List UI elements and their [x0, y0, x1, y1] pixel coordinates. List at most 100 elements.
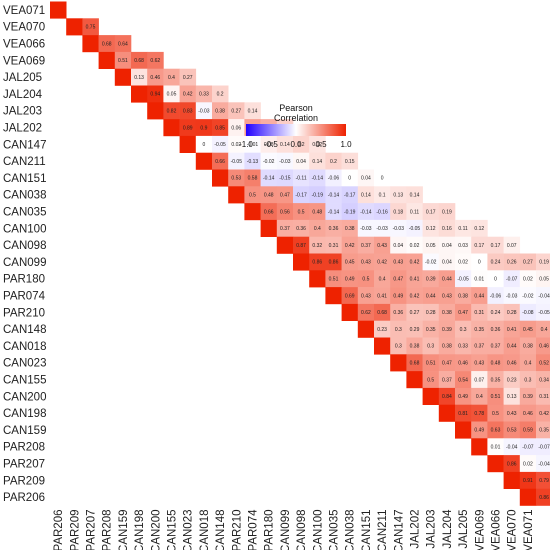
cell-value-label: 0.04: [296, 159, 306, 165]
heatmap-cell: [325, 236, 342, 254]
column-label: CAN023: [183, 510, 195, 550]
cell-value-label: 0.37: [474, 344, 484, 350]
cell-value-label: 0.38: [442, 344, 452, 350]
cell-value-label: 0.3: [524, 377, 531, 383]
heatmap-cell: [309, 253, 326, 271]
column-label: PAR074: [248, 509, 260, 550]
cell-value-label: -0.04: [506, 445, 518, 451]
cell-value-label: 0.23: [377, 327, 387, 333]
row-label: CAN099: [3, 257, 46, 269]
heatmap-cell: [212, 85, 229, 103]
column-label: VEA069: [474, 510, 486, 550]
heatmap-cell: [536, 371, 550, 389]
cell-value-label: 0.04: [393, 243, 403, 249]
cell-value-label: 0.48: [264, 193, 274, 199]
heatmap-cell: [131, 51, 148, 69]
heatmap-cell: [471, 287, 488, 305]
cell-value-label: 0.4: [379, 277, 386, 283]
heatmap-cell: [357, 169, 375, 187]
cell-value-label: 0.5: [362, 277, 369, 283]
cell-value-label: 0.66: [264, 209, 274, 215]
cell-value-label: 0.5: [249, 193, 256, 199]
cell-value-label: 0.26: [507, 260, 517, 266]
cell-value-label: 0.51: [118, 58, 128, 64]
cell-value-label: 0.41: [377, 293, 387, 299]
heatmap-cell: [260, 203, 278, 221]
heatmap-cell: [293, 219, 310, 237]
heatmap-cell: [503, 270, 521, 288]
heatmap-cell: [487, 371, 504, 389]
heatmap-cell: [455, 337, 472, 355]
heatmap-cell: [357, 270, 375, 288]
cell-value-label: 0.13: [134, 75, 144, 81]
cell-value-label: 0.23: [507, 377, 517, 383]
heatmap-cell: [228, 152, 245, 170]
cell-value-label: 0.14: [248, 109, 258, 115]
row-label: PAR210: [3, 307, 45, 319]
cell-value-label: -0.03: [376, 226, 388, 232]
cell-value-label: -0.02: [425, 260, 437, 266]
cell-value-label: -0.06: [490, 293, 502, 299]
heatmap-cell: [276, 135, 294, 153]
cell-value-label: 0.56: [280, 209, 290, 215]
legend-colorbar: [246, 124, 346, 136]
heatmap-cell: [374, 320, 391, 338]
cell-value-label: 0.68: [410, 361, 420, 367]
heatmap-cell: [406, 219, 423, 237]
row-label: CAN148: [3, 324, 46, 336]
cell-value-label: 0.48: [312, 209, 322, 215]
cell-value-label: -0.14: [312, 176, 324, 182]
heatmap-cell: [374, 203, 391, 221]
heatmap-cell: [390, 287, 407, 305]
heatmap-cell: [519, 303, 537, 321]
heatmap-cell: [195, 119, 213, 137]
heatmap-cell: [503, 303, 521, 321]
cell-value-label: 0: [478, 260, 481, 266]
heatmap-cell: [536, 404, 550, 422]
cell-value-label: 0.86: [507, 461, 517, 467]
heatmap-cell: [422, 219, 440, 237]
cell-value-label: 0.05: [426, 243, 436, 249]
diagonal-cell: [471, 438, 488, 456]
cell-value-label: 0.41: [410, 277, 420, 283]
cell-value-label: 0.42: [410, 260, 420, 266]
heatmap-cell: [503, 354, 521, 372]
row-label: CAN155: [3, 375, 46, 387]
cell-value-label: 0.38: [345, 226, 355, 232]
heatmap-cell: [406, 186, 423, 204]
cell-value-label: -0.04: [538, 293, 550, 299]
heatmap-cell: [536, 287, 550, 305]
diagonal-cell: [82, 35, 99, 53]
heatmap-cell: [309, 203, 326, 221]
diagonal-cell: [244, 203, 261, 221]
cell-value-label: 0.15: [345, 159, 355, 165]
legend-title-line2: Correlation: [274, 113, 318, 123]
heatmap-cell: [455, 404, 472, 422]
cell-value-label: -0.19: [344, 209, 356, 215]
cell-value-label: 0.54: [458, 377, 468, 383]
heatmap-cell: [357, 203, 375, 221]
cell-value-label: -0.08: [522, 310, 534, 316]
column-label: CAN018: [199, 510, 211, 550]
cell-value-label: 0.86: [539, 495, 549, 501]
cell-value-label: 0.35: [539, 428, 549, 434]
heatmap-cell: [536, 270, 550, 288]
cell-value-label: 0.46: [150, 75, 160, 81]
cell-value-label: 0.35: [426, 327, 436, 333]
heatmap-cell: [455, 303, 472, 321]
cell-value-label: 0.58: [248, 176, 258, 182]
heatmap-cell: [536, 438, 550, 456]
cell-value-label: 0.63: [491, 428, 501, 434]
heatmap-cell: [357, 253, 375, 271]
row-label: CAN159: [3, 425, 46, 437]
diagonal-cell: [179, 135, 197, 153]
heatmap-cell: [195, 135, 213, 153]
cell-value-label: 0.84: [442, 394, 452, 400]
cell-value-label: -0.03: [198, 109, 210, 115]
column-label: VEA071: [523, 510, 535, 550]
heatmap-cell: [422, 270, 440, 288]
cell-value-label: -0.14: [328, 209, 340, 215]
row-label: CAN038: [3, 190, 46, 202]
heatmap-cell: [325, 186, 342, 204]
legend-tick-label: -0.5: [264, 140, 278, 149]
